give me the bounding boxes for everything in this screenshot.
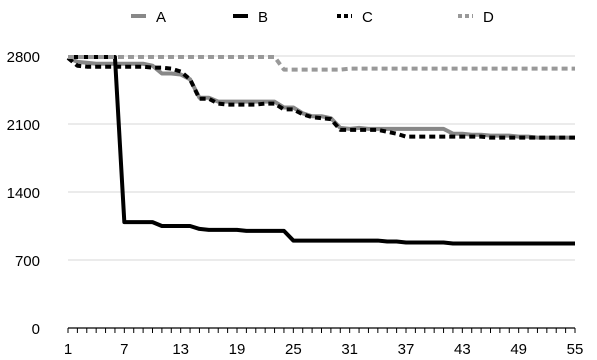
x-tick-label: 25 (285, 341, 302, 358)
series-line-c (66, 56, 575, 140)
series-line-b (68, 54, 575, 246)
x-tick-label: 13 (172, 341, 189, 358)
x-tick-label: 7 (120, 341, 128, 358)
x-tick-label: 1 (64, 341, 72, 358)
x-tick-label: 55 (567, 341, 584, 358)
y-tick-label: 0 (32, 321, 40, 338)
x-tick-label: 31 (341, 341, 358, 358)
legend-label-c: C (362, 9, 373, 26)
axes: 0 700 1400 2100 2800 1 7 13 19 25 31 37 43 49 55 (7, 49, 584, 358)
legend-label-d: D (483, 9, 494, 26)
gridlines (68, 55, 575, 261)
x-tick-label: 19 (229, 341, 246, 358)
y-tick-label: 2800 (7, 49, 40, 66)
y-tick-label: 700 (15, 253, 40, 270)
legend-label-a: A (156, 9, 166, 26)
series-line-a (67, 56, 575, 140)
legend: A B C D (131, 9, 494, 26)
legend-label-b: B (258, 9, 268, 26)
series-lines (66, 54, 575, 246)
y-tick-label: 2100 (7, 117, 40, 134)
series-line-d (68, 54, 575, 72)
x-tick-label: 49 (510, 341, 527, 358)
y-tick-label: 1400 (7, 185, 40, 202)
x-tick-label: 37 (398, 341, 415, 358)
x-tick-label: 43 (454, 341, 471, 358)
